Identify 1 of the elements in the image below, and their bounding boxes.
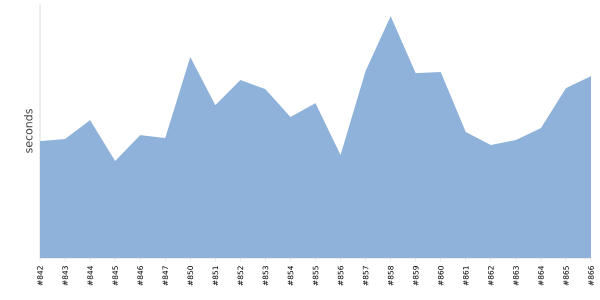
y-axis-title: seconds bbox=[24, 109, 32, 153]
